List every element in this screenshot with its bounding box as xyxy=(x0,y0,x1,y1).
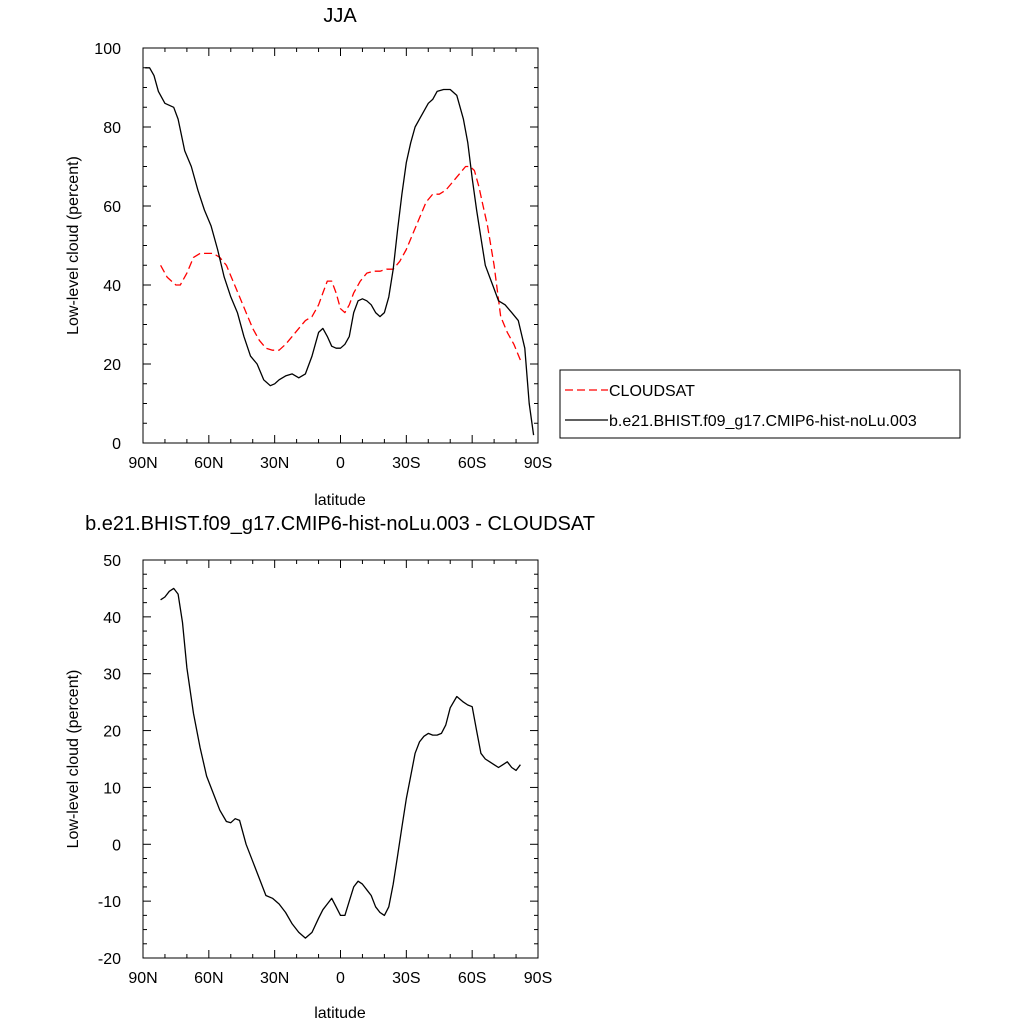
top-y-tick-label: 100 xyxy=(94,41,121,58)
top-x-tick-label: 30S xyxy=(392,455,420,472)
top-chart-title: JJA xyxy=(323,5,357,27)
bottom-x-tick-label: 90S xyxy=(524,970,552,987)
legend-label-model: b.e21.BHIST.f09_g17.CMIP6-hist-noLu.003 xyxy=(609,413,917,430)
top-y-tick-label: 80 xyxy=(103,120,121,137)
bottom-x-tick-label: 60N xyxy=(194,970,223,987)
bottom-x-tick-label: 30S xyxy=(392,970,420,987)
bottom-y-tick-label: 20 xyxy=(103,724,121,741)
bottom-x-tick-label: 0 xyxy=(336,970,345,987)
top-y-tick-label: 0 xyxy=(112,436,121,453)
top-x-axis-label: latitude xyxy=(314,492,366,509)
bottom-y-tick-label: -10 xyxy=(98,894,121,911)
top-x-tick-label: 60N xyxy=(194,455,223,472)
bottom-x-tick-label: 90N xyxy=(128,970,157,987)
bottom-y-tick-label: 40 xyxy=(103,610,121,627)
top-plot-frame xyxy=(142,47,539,444)
legend: CLOUDSAT b.e21.BHIST.f09_g17.CMIP6-hist-… xyxy=(559,369,961,439)
bottom-chart-panel: b.e21.BHIST.f09_g17.CMIP6-hist-noLu.003 … xyxy=(65,513,595,1022)
top-x-tick-label: 90S xyxy=(524,455,552,472)
bottom-y-tick-label: 0 xyxy=(112,837,121,854)
top-y-tick-label: 60 xyxy=(103,199,121,216)
top-x-tick-label: 60S xyxy=(458,455,486,472)
legend-box xyxy=(559,369,961,439)
top-series-line-0 xyxy=(160,165,522,361)
top-y-tick-label: 40 xyxy=(103,278,121,295)
bottom-chart-title: b.e21.BHIST.f09_g17.CMIP6-hist-noLu.003 … xyxy=(85,513,595,535)
top-y-tick-label: 20 xyxy=(103,357,121,374)
bottom-y-tick-label: -20 xyxy=(98,951,121,968)
bottom-x-tick-label: 30N xyxy=(260,970,289,987)
legend-label-cloudsat: CLOUDSAT xyxy=(609,383,695,400)
top-series-line-1 xyxy=(145,67,535,436)
bottom-x-tick-label: 60S xyxy=(458,970,486,987)
bottom-y-axis-label: Low-level cloud (percent) xyxy=(65,670,82,849)
bottom-x-axis-label: latitude xyxy=(314,1005,366,1022)
bottom-y-tick-label: 30 xyxy=(103,667,121,684)
top-y-axis-label: Low-level cloud (percent) xyxy=(65,156,82,335)
bottom-y-tick-label: 50 xyxy=(103,553,121,570)
top-chart-panel: JJA 90N 60N 30N 0 30S 60S 90S 0 20 40 60 80 100 lati… xyxy=(65,5,961,509)
top-x-tick-label: 90N xyxy=(128,455,157,472)
bottom-y-tick-label: 10 xyxy=(103,780,121,797)
top-x-tick-label: 30N xyxy=(260,455,289,472)
bottom-series-line-0 xyxy=(160,587,521,939)
top-x-tick-label: 0 xyxy=(336,455,345,472)
